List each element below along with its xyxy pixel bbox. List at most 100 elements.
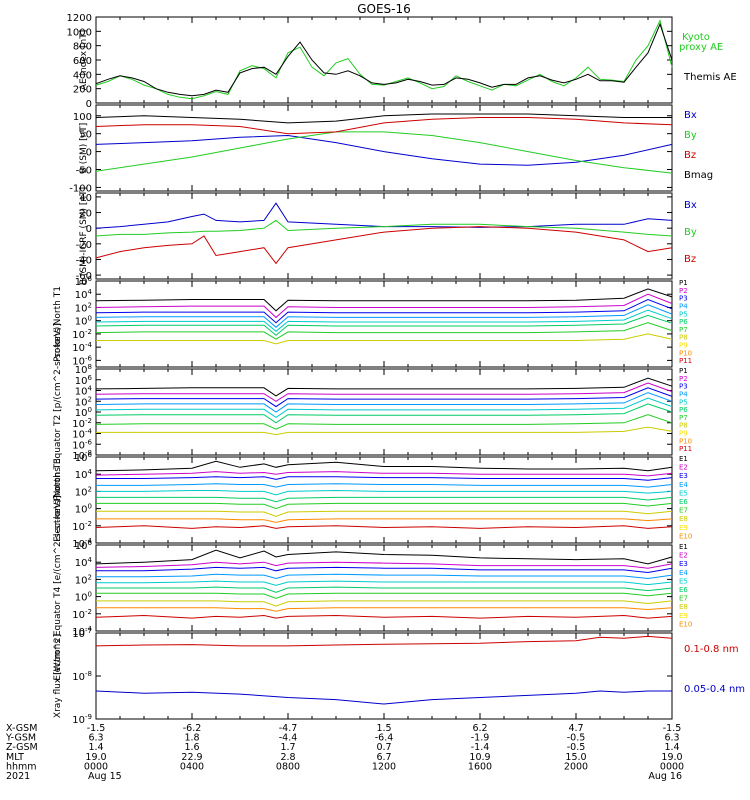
table-cell: -6.4	[375, 733, 394, 744]
table-row-label: Z-GSM	[6, 742, 38, 753]
y-tick-label: 100	[73, 112, 92, 123]
table-cell: 19.0	[85, 752, 106, 763]
y-tick-label: -40	[76, 255, 92, 266]
y-tick-label: 10-4	[72, 341, 92, 354]
y-tick-label: 50	[79, 130, 92, 141]
y-tick-label: 400	[73, 70, 92, 81]
legend-entry: E5	[679, 489, 688, 497]
legend-entry: E1	[679, 455, 688, 463]
series-line-by	[95, 219, 673, 237]
series-line-p7	[95, 414, 673, 430]
y-axis-label: Electrons North T3	[53, 458, 63, 542]
table-cell: -1.9	[471, 733, 490, 744]
y-axis-label: Protons North T1	[53, 286, 63, 362]
legend-entry: P10	[679, 349, 692, 357]
legend-entry: E3	[679, 472, 688, 480]
table-cell: 1.8	[184, 733, 199, 744]
series-line-p1	[95, 377, 673, 397]
y-axis-label: Electrons Equator T4 [e/(cm^2-s-sr-keV)]	[53, 495, 63, 680]
table-cell: -6.2	[183, 723, 202, 734]
table-cell: 4.7	[568, 723, 583, 734]
y-tick-label: 20	[79, 209, 92, 220]
legend-entry: P6	[679, 318, 688, 326]
legend-entry: P4	[679, 302, 688, 310]
table-cell: 0.7	[376, 742, 391, 753]
legend-entry: E2	[679, 552, 688, 560]
legend-entry: P9	[679, 342, 688, 350]
legend-entry: Bx	[684, 110, 697, 121]
series-line-p8	[96, 426, 673, 436]
series-line-kyoto-proxy-ae	[95, 19, 673, 100]
series-line-e4	[96, 573, 673, 580]
legend-entry: Bx	[684, 200, 697, 211]
y-tick-label: 200	[73, 85, 92, 96]
table-cell: -0.5	[567, 742, 586, 753]
legend-entry: E2	[679, 464, 688, 472]
table-cell: 15.0	[565, 752, 586, 763]
legend-entry: P3	[679, 383, 688, 391]
panel-frame	[95, 632, 673, 720]
panel-frame	[95, 16, 673, 104]
legend-entry: 0.1-0.8 nm	[684, 644, 739, 655]
table-cell: 1.5	[376, 723, 391, 734]
legend-entry: P10	[679, 437, 692, 445]
series-line-e7	[96, 592, 673, 599]
y-tick-label: 106	[75, 275, 93, 288]
series-line-p6	[95, 314, 673, 336]
table-cell: 6.2	[472, 723, 487, 734]
table-cell: 6.7	[376, 752, 391, 763]
y-tick-label: 104	[75, 468, 93, 481]
series-line-e10	[95, 525, 673, 529]
series-line-0-1-0-8-nm	[95, 635, 673, 647]
y-tick-label: 102	[75, 573, 92, 586]
table-cell: 1.6	[184, 742, 199, 753]
legend-entry: P1	[679, 279, 688, 287]
y-tick-label: 100	[75, 503, 92, 516]
y-tick-label: 10-2	[72, 520, 92, 533]
table-cell: -4.7	[279, 723, 298, 734]
series-line-p3	[95, 387, 673, 408]
legend-entry: Bmag	[684, 170, 713, 181]
series-line-p5	[95, 309, 673, 332]
series-line-p7	[95, 322, 673, 340]
y-tick-label: 600	[73, 56, 92, 67]
y-tick-label: 0	[86, 99, 92, 110]
series-line-p8	[96, 333, 673, 345]
legend-entry: P7	[679, 414, 688, 422]
panel-frame	[95, 104, 673, 192]
y-tick-label: -60	[76, 271, 92, 282]
table-row-label: 2021	[6, 771, 30, 782]
panel-b_minus_igrf: 40 20 0 -20 -40 -60B (SM)-IGRF (SM) [nT] Bx By B…	[76, 187, 697, 285]
table-cell: 1.4	[88, 742, 103, 753]
legend-entry: Themis AE	[683, 72, 737, 83]
figure-title: GOES-16	[357, 2, 411, 16]
table-cell: -1.5	[663, 723, 682, 734]
y-tick-label: -50	[76, 166, 92, 177]
legend-entry: E10	[679, 620, 692, 628]
y-tick-label: 100	[75, 591, 92, 604]
table-cell: -1.4	[471, 742, 490, 753]
y-axis-label: B (SM)-IGRF (SM) [nT]	[79, 187, 89, 285]
series-line-p1	[95, 288, 673, 312]
legend-entry: P7	[679, 326, 688, 334]
series-line-bx	[95, 202, 673, 229]
y-tick-label: 0	[86, 148, 92, 159]
legend-entry: P11	[679, 445, 692, 453]
series-line-by	[95, 131, 673, 174]
legend-entry: P4	[679, 390, 688, 398]
series-line-e6	[96, 586, 673, 593]
series-line-e6	[96, 496, 673, 503]
y-tick-label: 10-7	[72, 627, 92, 640]
series-line-themis-ae	[95, 22, 673, 97]
y-tick-label: 0	[86, 224, 92, 235]
legend-entry: 0.05-0.4 nm	[684, 684, 745, 695]
y-tick-label: 40	[79, 193, 92, 204]
legend-entry: E7	[679, 507, 688, 515]
legend-entry: E6	[679, 498, 688, 506]
series-line-e1	[95, 549, 673, 565]
